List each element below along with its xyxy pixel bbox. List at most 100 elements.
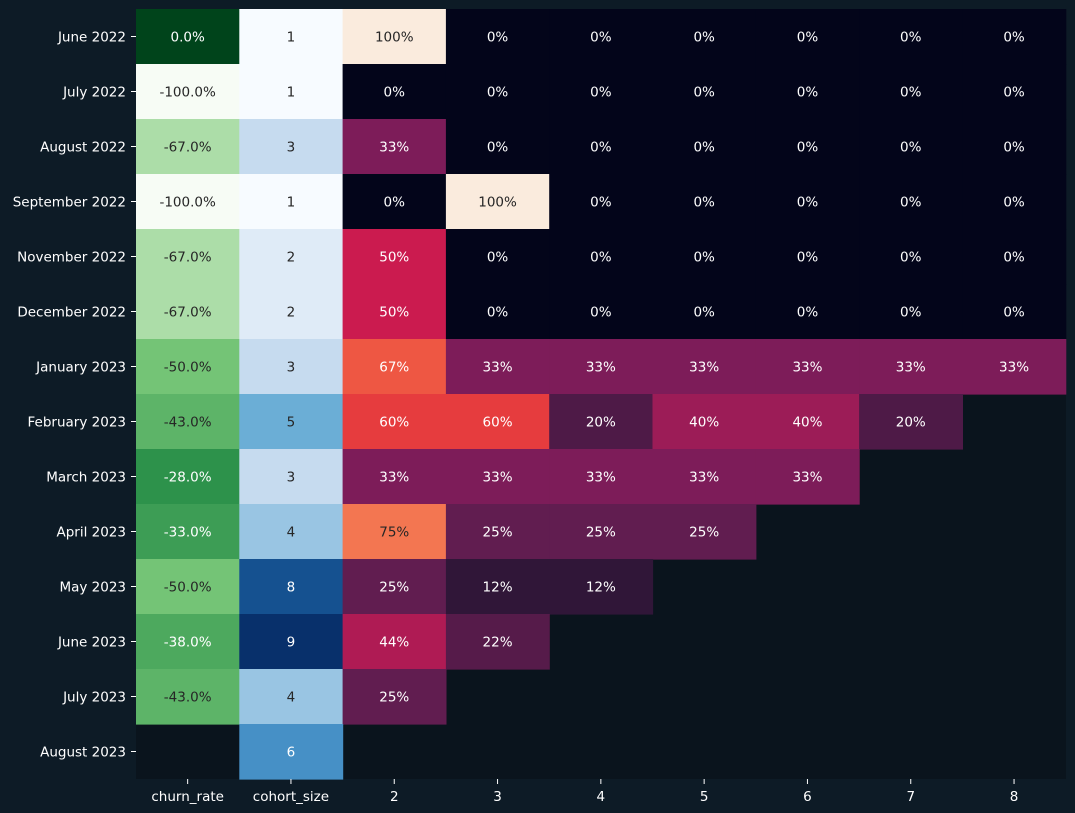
row-tick-label: August 2023 (40, 745, 126, 761)
retention-value-label: 40% (792, 415, 822, 431)
row-tick-label: November 2022 (17, 250, 126, 266)
retention-value-label: 0% (590, 85, 612, 101)
churn-rate-cell (136, 394, 240, 450)
retention-cell (652, 339, 757, 395)
retention-cell (342, 394, 447, 450)
retention-cell (342, 174, 447, 230)
retention-value-label: 33% (792, 470, 822, 486)
retention-value-label: 0% (693, 85, 715, 101)
cohort-size-value-label: 6 (287, 745, 296, 761)
churn-rate-value-label: -43.0% (164, 690, 212, 706)
retention-value-label: 0% (487, 250, 509, 266)
retention-value-label: 33% (689, 470, 719, 486)
row-tick-label: April 2023 (56, 525, 126, 541)
retention-value-label: 0% (1003, 195, 1025, 211)
cohort-size-cell (239, 394, 344, 450)
retention-cell (549, 229, 654, 285)
cohort-size-cell (239, 339, 344, 395)
retention-value-label: 0% (797, 140, 819, 156)
column-tick-label: cohort_size (253, 789, 329, 805)
retention-cell (549, 394, 654, 450)
retention-value-label: 25% (483, 525, 513, 541)
churn-rate-value-label: -100.0% (159, 85, 216, 101)
retention-value-label: 0% (900, 305, 922, 321)
retention-value-label: 0% (590, 140, 612, 156)
retention-cell (962, 284, 1067, 340)
cohort-size-value-label: 3 (287, 140, 296, 156)
retention-value-label: 0% (1003, 250, 1025, 266)
retention-cell (342, 449, 447, 505)
cohort-size-cell (239, 724, 344, 780)
retention-value-label: 0% (590, 195, 612, 211)
retention-cell (342, 284, 447, 340)
cohort-size-value-label: 3 (287, 360, 296, 376)
row-tick-label: January 2023 (35, 360, 126, 376)
cohort-size-cell (239, 614, 344, 670)
retention-cell (652, 449, 757, 505)
cohort-size-cell (239, 9, 344, 65)
retention-cell (342, 504, 447, 560)
retention-value-label: 33% (999, 360, 1029, 376)
retention-cell (342, 669, 447, 725)
retention-cell (445, 284, 550, 340)
retention-cell (549, 284, 654, 340)
retention-value-label: 0% (900, 250, 922, 266)
churn-rate-cell (136, 174, 240, 230)
retention-value-label: 33% (792, 360, 822, 376)
retention-cell (755, 64, 860, 120)
retention-cell (342, 614, 447, 670)
churn-rate-cell (136, 614, 240, 670)
retention-cell (962, 64, 1067, 120)
retention-value-label: 25% (586, 525, 616, 541)
retention-value-label: 0% (900, 140, 922, 156)
cohort-size-value-label: 2 (287, 250, 296, 266)
retention-value-label: 0% (797, 250, 819, 266)
retention-cell (445, 559, 550, 615)
churn-rate-value-label: -38.0% (164, 635, 212, 651)
retention-value-label: 0% (693, 140, 715, 156)
retention-cell (962, 174, 1067, 230)
retention-value-label: 0% (693, 30, 715, 46)
cohort-size-cell (239, 229, 344, 285)
retention-cell (549, 64, 654, 120)
retention-cell (755, 394, 860, 450)
churn-rate-cell (136, 284, 240, 340)
retention-value-label: 44% (379, 635, 409, 651)
retention-value-label: 0% (900, 85, 922, 101)
retention-value-label: 33% (379, 470, 409, 486)
retention-value-label: 40% (689, 415, 719, 431)
retention-cell (342, 9, 447, 65)
retention-cell (342, 119, 447, 175)
retention-cell (652, 174, 757, 230)
retention-value-label: 0% (900, 30, 922, 46)
retention-cell (445, 119, 550, 175)
row-tick-label: June 2023 (57, 635, 126, 651)
retention-value-label: 33% (896, 360, 926, 376)
churn-rate-cell (136, 559, 240, 615)
heatmap-cells: 0.0% 1 100% 0% 0% 0% 0% 0% 0% -100.0% 1 0% 0% 0% 0% 0% 0… (136, 9, 1067, 780)
retention-cell (549, 119, 654, 175)
retention-value-label: 0% (797, 195, 819, 211)
retention-cell (859, 394, 963, 450)
cohort-size-value-label: 9 (287, 635, 296, 651)
cohort-size-cell (239, 504, 344, 560)
row-tick-labels: June 2022 July 2022 August 2022 September 2… (13, 30, 136, 761)
cohort-size-value-label: 4 (287, 525, 296, 541)
retention-cell (445, 504, 550, 560)
churn-rate-cell (136, 449, 240, 505)
retention-value-label: 0% (900, 195, 922, 211)
cohort-size-cell (239, 64, 344, 120)
retention-value-label: 33% (586, 470, 616, 486)
churn-rate-cell (136, 229, 240, 285)
cohort-size-value-label: 1 (287, 85, 296, 101)
retention-cell (652, 284, 757, 340)
row-tick-label: March 2023 (46, 470, 126, 486)
retention-value-label: 0% (590, 30, 612, 46)
retention-value-label: 33% (586, 360, 616, 376)
churn-rate-value-label: -50.0% (164, 360, 212, 376)
retention-value-label: 33% (689, 360, 719, 376)
retention-value-label: 0% (1003, 140, 1025, 156)
churn-rate-cell (136, 64, 240, 120)
retention-cell (755, 119, 860, 175)
